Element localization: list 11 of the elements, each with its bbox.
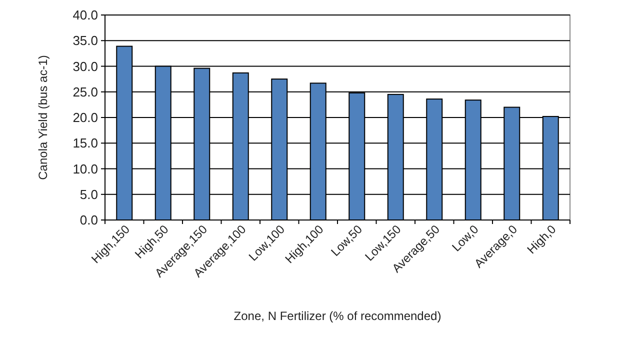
y-tick-label: 15.0 [72, 136, 98, 151]
y-tick-label: 30.0 [72, 58, 98, 74]
y-tick-label: 40.0 [72, 8, 98, 23]
y-axis-title: Canola Yield (bus ac-1) [36, 55, 50, 180]
y-tick-label: 25.0 [72, 84, 98, 100]
y-tick-label: 20.0 [72, 110, 98, 126]
x-axis-title: Zone, N Fertilizer (% of recommended) [234, 309, 442, 323]
y-tick-label: 35.0 [72, 33, 98, 48]
y-tick-label: 5.0 [80, 186, 98, 202]
y-tick-label: 0.0 [80, 212, 98, 228]
y-tick-label: 10.0 [72, 161, 98, 176]
